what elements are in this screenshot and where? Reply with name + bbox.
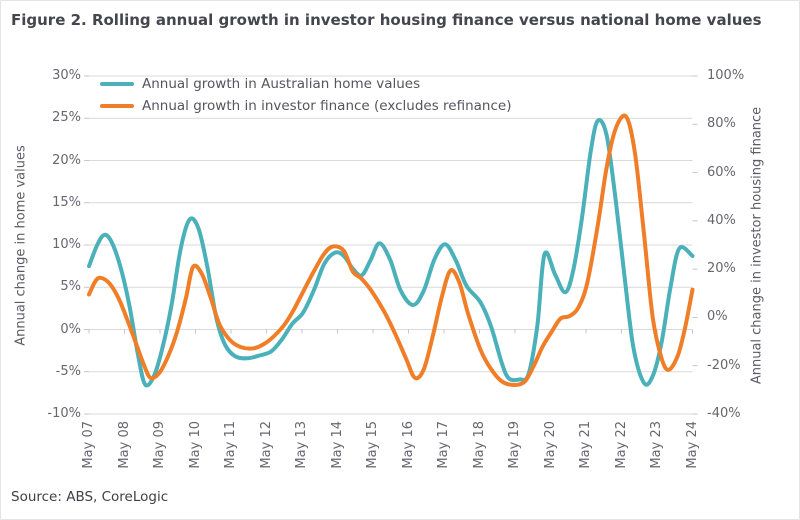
left-axis-tick-label: 15%	[52, 194, 81, 210]
left-axis-tick-label: 10%	[52, 237, 81, 252]
legend-label-home-values: Annual growth in Australian home values	[142, 76, 421, 92]
x-axis-tick-label: May 24	[684, 421, 700, 469]
right-axis-tick-label: 100%	[707, 68, 745, 83]
figure-title: Figure 2. Rolling annual growth in inves…	[11, 11, 762, 29]
x-axis-tick-label: May 22	[613, 421, 629, 469]
x-axis-tick-label: May 09	[152, 421, 167, 469]
x-axis-tick-label: May 21	[578, 421, 593, 469]
x-axis-tick-label: May 19	[507, 421, 522, 469]
legend-swatch-investor-finance	[100, 104, 134, 108]
right-axis-tick-label: -40%	[707, 406, 741, 421]
left-axis-tick-label: -10%	[47, 406, 81, 421]
x-axis-tick-label: May 12	[258, 421, 274, 469]
right-axis-tick-label: 40%	[707, 212, 736, 228]
right-axis-tick-label: -20%	[707, 357, 741, 373]
x-axis-tick-label: May 20	[542, 421, 558, 469]
legend-item-home-values: Annual growth in Australian home values	[100, 73, 511, 95]
right-axis-tick-label: 20%	[707, 261, 736, 277]
x-axis-tick-label: May 14	[329, 421, 345, 469]
x-axis-tick-label: May 11	[223, 421, 238, 469]
x-axis-tick-label: May 13	[294, 421, 309, 469]
series-line-investor-finance	[87, 113, 695, 387]
legend-swatch-home-values	[100, 82, 134, 86]
x-axis-tick-label: May 17	[436, 421, 451, 469]
left-axis-tick-label: 20%	[52, 152, 81, 168]
left-axis-tick-label: 30%	[52, 68, 81, 83]
legend-label-investor-finance: Annual growth in investor finance (exclu…	[142, 98, 512, 114]
x-axis-tick-label: May 07	[81, 421, 96, 469]
x-axis-tick-label: May 16	[400, 421, 416, 469]
legend-item-investor-finance: Annual growth in investor finance (exclu…	[100, 95, 511, 117]
x-axis-tick-label: May 18	[471, 421, 487, 469]
right-axis-tick-label: 0%	[707, 309, 728, 325]
left-axis-tick-label: 5%	[60, 279, 81, 295]
legend: Annual growth in Australian home values …	[100, 73, 511, 117]
x-axis-tick-label: May 23	[649, 421, 664, 469]
x-axis-tick-label: May 15	[365, 421, 380, 469]
x-axis-tick-label: May 08	[116, 421, 132, 469]
left-axis-tick-label: 25%	[52, 110, 81, 126]
left-axis-tick-label: 0%	[60, 321, 81, 337]
x-axis-tick-label: May 10	[187, 421, 203, 469]
left-axis-tick-label: -5%	[55, 363, 81, 379]
right-axis-tick-label: 60%	[707, 164, 736, 180]
source-note: Source: ABS, CoreLogic	[11, 489, 169, 505]
right-axis-tick-label: 80%	[707, 116, 736, 132]
series-line-home-values	[87, 118, 695, 388]
